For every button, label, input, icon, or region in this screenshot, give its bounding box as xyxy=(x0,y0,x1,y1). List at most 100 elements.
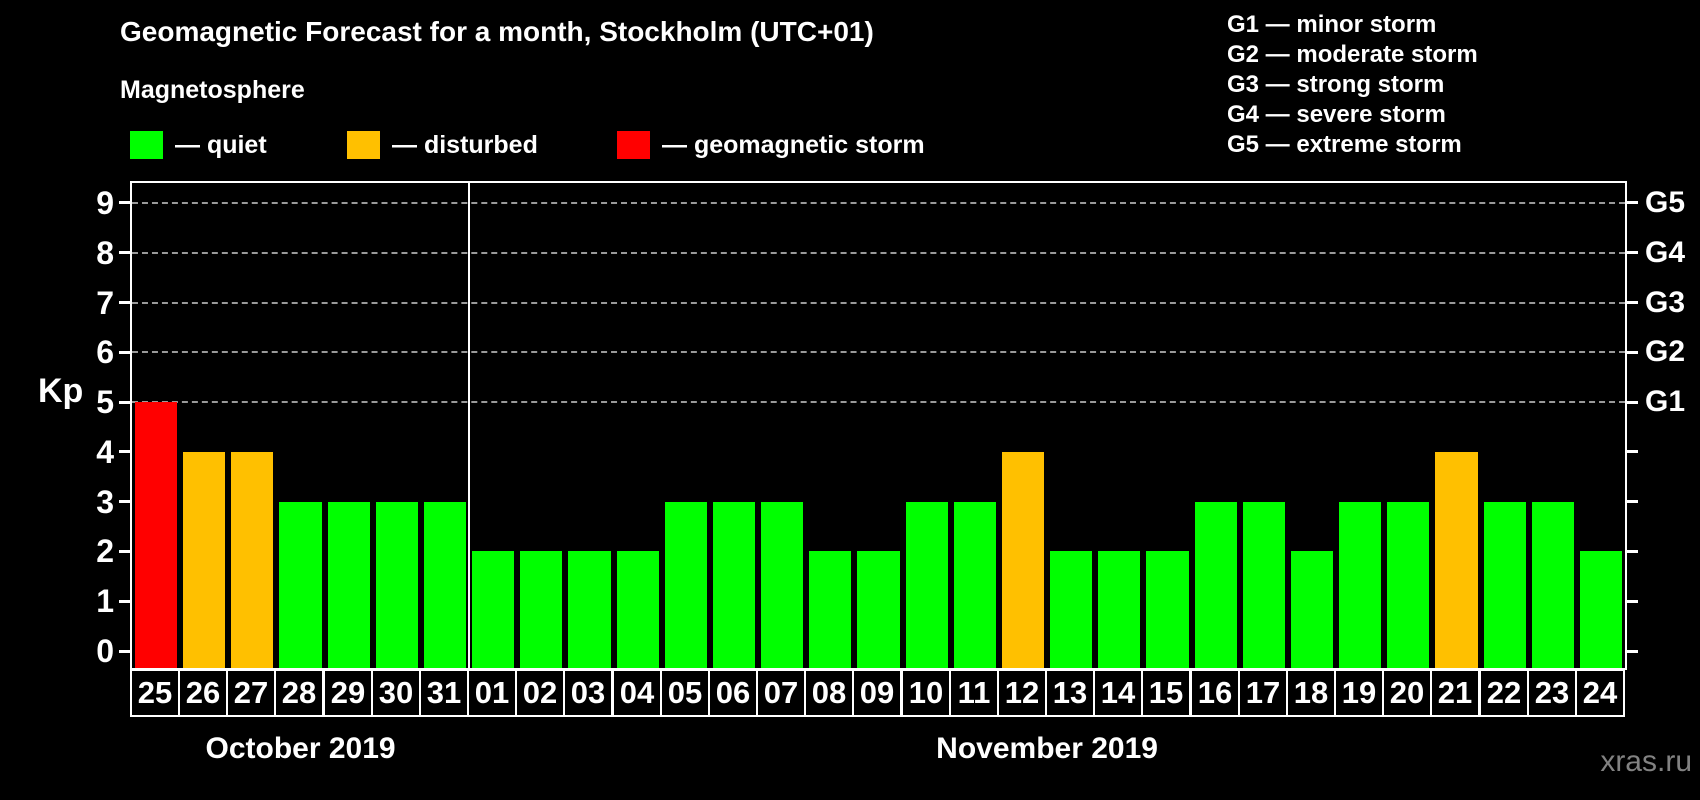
day-label: 16 xyxy=(1190,669,1240,717)
day-label: 20 xyxy=(1382,669,1432,717)
g-scale-label: G2 xyxy=(1645,335,1686,369)
y-tick-label: 2 xyxy=(96,533,114,570)
day-label: 05 xyxy=(660,669,710,717)
kp-bar-quiet xyxy=(664,501,707,668)
kp-bar-disturbed xyxy=(1001,451,1045,668)
y-tick-right xyxy=(1625,251,1638,255)
kp-bar-quiet xyxy=(1290,551,1334,668)
gridline-kp9 xyxy=(132,201,1625,204)
day-label: 09 xyxy=(852,669,902,717)
y-tick-label: 8 xyxy=(96,234,114,271)
g-scale-label: G1 xyxy=(1645,385,1686,419)
day-label: 17 xyxy=(1238,669,1288,717)
y-tick-right xyxy=(1625,649,1638,653)
day-label: 03 xyxy=(563,669,613,717)
day-label: 01 xyxy=(467,669,517,717)
day-label: 22 xyxy=(1479,669,1529,717)
y-tick-right xyxy=(1625,350,1638,354)
day-label: 28 xyxy=(274,669,324,717)
kp-bar-quiet xyxy=(809,551,852,668)
kp-bar-quiet xyxy=(761,501,804,668)
kp-bar-quiet xyxy=(472,551,515,668)
month-separator-line xyxy=(468,183,471,668)
day-label: 23 xyxy=(1527,669,1577,717)
kp-bar-quiet xyxy=(279,501,322,668)
y-tick-label: 7 xyxy=(96,284,114,321)
day-label: 02 xyxy=(515,669,565,717)
day-label: 27 xyxy=(226,669,276,717)
y-tick-right xyxy=(1625,201,1638,205)
kp-bar-quiet xyxy=(327,501,370,668)
disturbed-color-swatch-icon xyxy=(347,131,380,159)
y-tick-right xyxy=(1625,500,1638,504)
y-tick-label: 6 xyxy=(96,334,114,371)
y-tick-left xyxy=(119,450,132,454)
y-tick-label: 9 xyxy=(96,184,114,221)
day-label: 19 xyxy=(1334,669,1384,717)
legend-label: — geomagnetic storm xyxy=(662,130,925,159)
kp-bar-storm xyxy=(135,402,178,668)
y-tick-left xyxy=(119,201,132,205)
kp-bar-quiet xyxy=(375,501,418,668)
kp-bar-quiet xyxy=(1387,501,1430,668)
storm-scale-line: G5 — extreme storm xyxy=(1227,131,1462,158)
magnetosphere-subtitle: Magnetosphere xyxy=(120,76,305,104)
day-label: 30 xyxy=(371,669,421,717)
kp-bar-quiet xyxy=(857,551,900,668)
storm-scale-line: G2 — moderate storm xyxy=(1227,41,1478,68)
storm-scale-line: G1 — minor storm xyxy=(1227,11,1437,38)
legend-item-storm: — geomagnetic storm xyxy=(617,130,925,160)
storm-scale-line: G4 — severe storm xyxy=(1227,101,1446,128)
gridline-kp7 xyxy=(132,301,1625,304)
storm-color-swatch-icon xyxy=(617,131,650,159)
y-tick-right xyxy=(1625,400,1638,404)
kp-bar-disturbed xyxy=(231,451,274,668)
kp-bar-quiet xyxy=(568,551,611,668)
y-tick-left xyxy=(119,301,132,305)
y-axis-title: Kp xyxy=(38,372,84,410)
kp-bar-quiet xyxy=(616,551,659,668)
kp-bar-quiet xyxy=(712,501,756,668)
y-tick-left xyxy=(119,549,132,553)
y-tick-left xyxy=(119,599,132,603)
y-tick-right xyxy=(1625,301,1638,305)
quiet-color-swatch-icon xyxy=(130,131,163,159)
y-tick-right xyxy=(1625,549,1638,553)
legend-label: — quiet xyxy=(175,130,267,159)
kp-bar-quiet xyxy=(423,501,467,668)
y-tick-left xyxy=(119,350,132,354)
y-tick-left xyxy=(119,500,132,504)
kp-bar-disturbed xyxy=(183,451,226,668)
kp-bar-quiet xyxy=(1339,501,1382,668)
kp-bar-quiet xyxy=(1194,501,1237,668)
gridline-kp8 xyxy=(132,251,1625,254)
kp-bar-quiet xyxy=(1050,551,1093,668)
g-scale-label: G3 xyxy=(1645,285,1686,319)
legend-item-quiet: — quiet xyxy=(130,130,267,160)
y-tick-label: 0 xyxy=(96,633,114,669)
y-tick-left xyxy=(119,649,132,653)
y-tick-label: 4 xyxy=(96,433,114,470)
kp-bar-quiet xyxy=(1098,551,1141,668)
chart-title: Geomagnetic Forecast for a month, Stockh… xyxy=(120,16,874,47)
storm-scale-legend: G1 — minor storm G2 — moderate storm G3 — … xyxy=(1227,10,1478,160)
kp-bar-quiet xyxy=(953,501,996,668)
day-label: 12 xyxy=(997,669,1047,717)
month-label: October 2019 xyxy=(205,732,396,765)
y-tick-left xyxy=(119,251,132,255)
day-label: 13 xyxy=(1045,669,1095,717)
day-label: 07 xyxy=(756,669,806,717)
watermark: xras.ru xyxy=(1600,745,1692,778)
day-label: 29 xyxy=(323,669,373,717)
day-label: 14 xyxy=(1093,669,1143,717)
day-label: 08 xyxy=(804,669,854,717)
day-label: 06 xyxy=(708,669,758,717)
kp-bar-quiet xyxy=(1146,551,1189,668)
kp-bar-quiet xyxy=(520,551,563,668)
day-label: 25 xyxy=(130,669,180,717)
storm-scale-line: G3 — strong storm xyxy=(1227,71,1445,98)
month-label: November 2019 xyxy=(936,732,1158,765)
day-label: 11 xyxy=(949,669,999,717)
g-scale-label: G5 xyxy=(1645,185,1686,219)
legend-label: — disturbed xyxy=(392,130,538,159)
